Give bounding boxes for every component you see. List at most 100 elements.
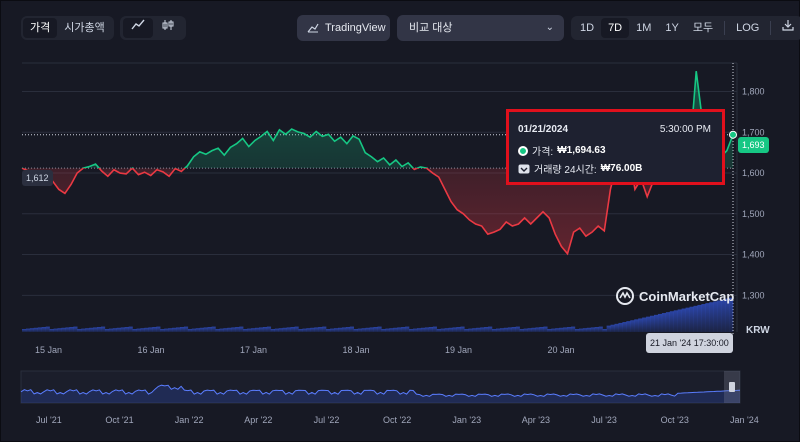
volume-bar (646, 316, 651, 332)
tradingview-button[interactable]: TradingView (297, 15, 390, 41)
volume-bar (290, 327, 295, 332)
volume-bar (25, 328, 31, 332)
navigator-tick-label: Jul '23 (591, 415, 617, 425)
volume-bar (235, 327, 240, 332)
y-tick-label: 1,600 (742, 168, 765, 178)
log-scale-button[interactable]: LOG (736, 22, 760, 34)
x-tick-label: 15 Jan (35, 345, 62, 355)
volume-bar (282, 327, 287, 332)
tab-price[interactable]: 가격 (23, 18, 58, 38)
volume-bar (93, 327, 98, 332)
volume-bar (701, 304, 706, 332)
navigator-line (20, 384, 741, 397)
tab-range-all[interactable]: 모두 (692, 22, 714, 34)
volume-bar (176, 327, 181, 332)
volume-bar (452, 327, 457, 332)
volume-bar (499, 328, 505, 332)
tooltip-time: 5:30:00 PM (659, 124, 711, 135)
volume-bar (89, 327, 94, 332)
volume-bar (274, 328, 279, 332)
volume-bar (527, 328, 532, 332)
candlestick-icon[interactable] (153, 18, 183, 38)
volume-bar (709, 302, 714, 332)
hover-tooltip: 01/21/2024 5:30:00 PM 가격: ₩1,694.63 거래량 … (506, 109, 725, 185)
navigator-tick-label: Oct '23 (661, 415, 689, 425)
volume-bar (381, 329, 386, 332)
navigator-tick-label: Jan '23 (452, 415, 481, 425)
tab-market-cap[interactable]: 시가총액 (64, 22, 105, 34)
y-tick-label: 1,700 (742, 127, 765, 137)
tradingview-label: TradingView (325, 22, 386, 34)
coinmarketcap-watermark: CoinMarketCap (615, 286, 734, 306)
volume-bar (397, 327, 402, 332)
volume-bar (634, 319, 639, 332)
tab-range-1y[interactable]: 1Y (665, 22, 679, 34)
volume-bar (460, 326, 465, 332)
tooltip-volume-value: ₩76.00B (600, 163, 643, 174)
volume-bar (598, 326, 603, 332)
volume-bar (69, 327, 74, 332)
volume-bar (132, 329, 137, 332)
volume-bar (251, 328, 256, 332)
volume-bar (464, 329, 469, 332)
volume-bar (484, 327, 489, 332)
volume-bar (413, 328, 418, 332)
volume-bar (85, 328, 90, 332)
compare-placeholder: 비교 대상 (409, 22, 453, 34)
volume-bar (440, 328, 445, 332)
tooltip-price-row: 가격: ₩1,694.63 (518, 143, 606, 158)
volume-bar (266, 326, 272, 332)
volume-bar (377, 326, 382, 332)
tab-range-1m[interactable]: 1M (636, 22, 652, 34)
price-area-up (83, 71, 733, 169)
tooltip-price-value: ₩1,694.63 (557, 145, 606, 156)
volume-bar (401, 327, 406, 332)
x-tick-label: 16 Jan (138, 345, 165, 355)
volume-bar (519, 329, 524, 332)
volume-bar (262, 327, 268, 332)
volume-bar (112, 328, 117, 332)
tab-range-7d[interactable]: 7D (601, 18, 630, 38)
volume-bar (353, 329, 358, 332)
volume-bar (654, 314, 659, 332)
volume-bar (104, 329, 110, 332)
volume-bar (523, 328, 528, 332)
volume-bar (349, 326, 354, 332)
volume-bar (622, 322, 627, 332)
volume-bar (444, 328, 449, 332)
volume-bar (97, 327, 102, 332)
volume-bar (503, 327, 509, 332)
y-tick-label: 1,400 (742, 250, 765, 260)
line-chart-icon[interactable] (123, 18, 153, 38)
volume-bar (357, 328, 362, 332)
volume-bar (602, 329, 607, 332)
volume-bar (586, 327, 591, 332)
y-tick-label: 1,300 (742, 290, 765, 300)
navigator-tick-label: Oct '21 (105, 415, 133, 425)
volume-bar (614, 323, 619, 332)
volume-bar (369, 327, 374, 332)
volume-bar (365, 327, 370, 332)
volume-bar (136, 328, 141, 332)
volume-bar (590, 327, 595, 332)
compare-select[interactable]: 비교 대상 ⌄ (397, 15, 564, 41)
volume-bar (219, 328, 224, 332)
volume-bar (278, 328, 283, 332)
volume-bar (29, 328, 35, 332)
volume-bar (41, 327, 46, 332)
volume-bar (144, 327, 149, 332)
volume-bar (22, 329, 27, 332)
volume-bar (294, 326, 299, 332)
volume-bar (511, 327, 516, 332)
volume-bar (338, 327, 343, 332)
volume-bar (385, 328, 390, 332)
navigator[interactable]: Jul '21 Oct '21 Jan '22 Apr '22 Jul '22 Oct '… (20, 370, 759, 425)
tab-range-1d[interactable]: 1D (580, 22, 595, 34)
volume-bar (239, 326, 244, 332)
y-axis: 1,800 1,700 1,600 1,500 1,400 1,300 (742, 87, 765, 301)
download-icon[interactable] (775, 18, 800, 38)
volume-bar (37, 327, 42, 332)
volume-bar (101, 326, 106, 332)
volume-bar (33, 327, 38, 332)
